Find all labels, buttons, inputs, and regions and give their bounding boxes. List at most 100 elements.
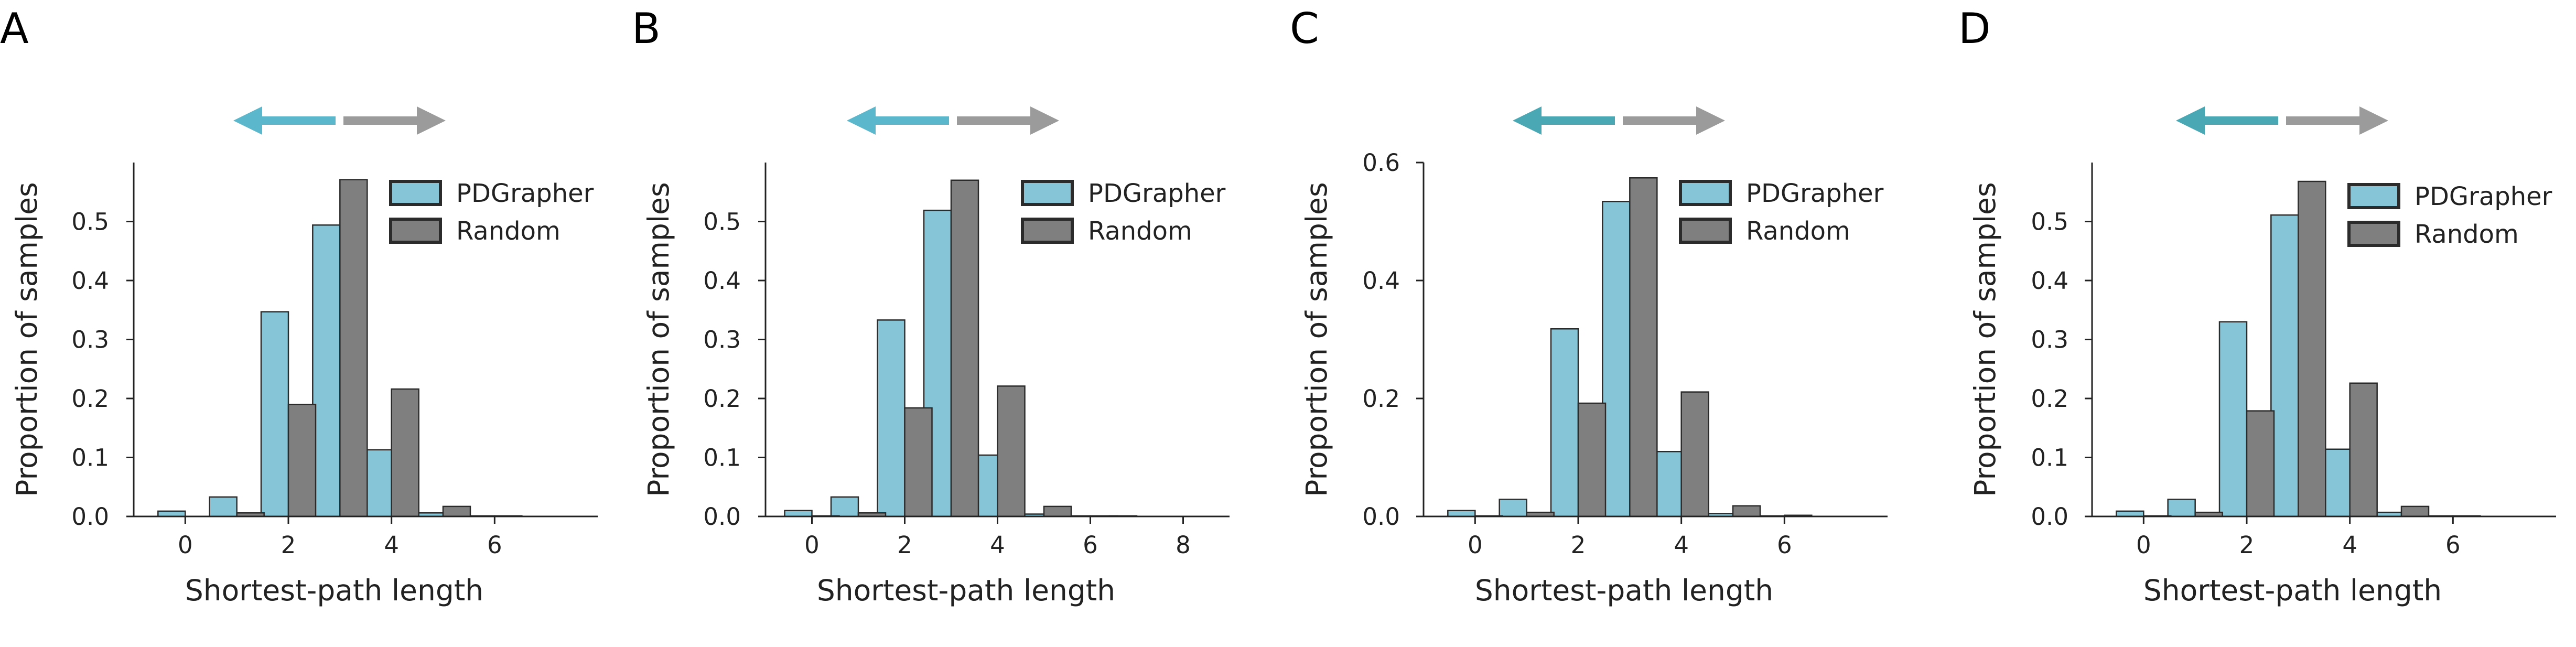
- pdgrapher-bar-2: [877, 319, 906, 517]
- panel-letter: B: [632, 4, 661, 53]
- x-axis-title: Shortest-path length: [817, 574, 1115, 607]
- random-bar-4: [1680, 391, 1709, 517]
- y-tick-label: 0.2: [71, 385, 109, 413]
- legend-swatch-random: [389, 218, 442, 244]
- pdgrapher-bar-1: [1499, 499, 1527, 517]
- pdgrapher-bar-0: [1447, 510, 1476, 517]
- y-tick-label: 0.3: [71, 326, 109, 354]
- panel-letter: C: [1290, 4, 1319, 53]
- x-tick-label: 8: [1176, 531, 1191, 559]
- right-arrow-icon: [957, 106, 1059, 135]
- legend-swatch-random: [2347, 221, 2400, 247]
- y-tick-label: 0.5: [71, 208, 109, 236]
- y-tick-label: 0.4: [1362, 267, 1400, 295]
- panel-letter: A: [0, 4, 29, 53]
- legend-swatch-pdgrapher: [1679, 180, 1732, 206]
- x-tick-label: 0: [804, 531, 820, 559]
- bars: [2116, 180, 2481, 517]
- y-tick-label: 0.3: [2031, 326, 2068, 354]
- x-tick-label: 4: [2342, 531, 2357, 559]
- random-bar-2: [2246, 410, 2275, 517]
- pdgrapher-bar-3: [312, 224, 341, 517]
- x-tick-label: 4: [990, 531, 1005, 559]
- legend-label: Random: [2415, 220, 2519, 249]
- random-bar-2: [287, 404, 317, 517]
- random-bar-5: [1043, 505, 1072, 517]
- y-tick-label: 0.0: [71, 503, 109, 531]
- y-tick-label: 0.2: [2031, 385, 2068, 413]
- random-bar-5: [442, 505, 471, 517]
- y-tick-label: 0.5: [2031, 208, 2068, 236]
- pdgrapher-bar-2: [2218, 321, 2248, 517]
- right-arrow-icon: [2286, 106, 2388, 135]
- pdgrapher-bar-4: [363, 449, 392, 517]
- y-tick-label: 0.4: [2031, 267, 2068, 295]
- pdgrapher-bar-3: [1602, 201, 1631, 517]
- x-axis-title: Shortest-path length: [1475, 574, 1773, 607]
- random-bar-5: [1732, 505, 1761, 517]
- y-axis-title: Proportion of samples: [1968, 182, 2002, 497]
- x-tick-label: 2: [897, 531, 912, 559]
- left-arrow-icon: [1513, 106, 1615, 135]
- pdgrapher-bar-2: [260, 311, 289, 517]
- legend-swatch-random: [1679, 218, 1732, 244]
- pdgrapher-bar-0: [157, 510, 186, 517]
- left-arrow-icon: [847, 106, 949, 135]
- random-bar-3: [950, 179, 979, 517]
- random-bar-3: [339, 179, 368, 517]
- left-arrow-icon: [233, 106, 336, 135]
- y-tick-label: 0.0: [1362, 503, 1400, 531]
- y-tick-label: 0.1: [2031, 444, 2068, 472]
- x-tick-label: 2: [2239, 531, 2255, 559]
- legend-label: PDGrapher: [1088, 179, 1226, 208]
- x-tick-label: 2: [1571, 531, 1586, 559]
- y-tick-label: 0.1: [71, 444, 109, 472]
- y-tick-label: 0.4: [71, 267, 109, 295]
- x-tick-label: 0: [2136, 531, 2151, 559]
- y-tick-label: 0.2: [703, 385, 741, 413]
- y-tick-label: 0.0: [2031, 503, 2068, 531]
- y-axis-title: Proportion of samples: [10, 182, 44, 497]
- x-axis-title: Shortest-path length: [185, 574, 483, 607]
- panel-letter: D: [1958, 4, 1991, 53]
- random-bar-4: [997, 385, 1026, 517]
- pdgrapher-bar-1: [2167, 499, 2196, 517]
- panel-b: B 0.0 0.1 0.2 0.3 0.4 0.5 0 2 4 6 8 Shortest-path le…: [632, 4, 1230, 607]
- x-tick-label: 6: [1083, 531, 1098, 559]
- x-tick-label: 6: [487, 531, 502, 559]
- x-tick-label: 2: [281, 531, 296, 559]
- x-tick-label: 4: [384, 531, 399, 559]
- random-bar-2: [1577, 402, 1607, 517]
- pdgrapher-bar-1: [830, 496, 859, 517]
- random-bar-3: [2298, 180, 2326, 517]
- bars: [157, 179, 523, 517]
- pdgrapher-bar-2: [1550, 328, 1579, 517]
- legend: PDGrapher Random: [1679, 179, 1884, 246]
- legend-label: Random: [1088, 217, 1192, 246]
- y-axis-title: Proportion of samples: [1300, 182, 1333, 497]
- random-bar-2: [904, 407, 933, 517]
- x-tick-label: 0: [178, 531, 193, 559]
- y-tick-label: 0.1: [703, 444, 741, 472]
- y-tick-label: 0.5: [703, 208, 741, 236]
- legend: PDGrapher Random: [389, 179, 594, 246]
- x-tick-label: 6: [2445, 531, 2461, 559]
- legend-label: Random: [1746, 217, 1850, 246]
- legend-swatch-pdgrapher: [1021, 180, 1074, 206]
- legend-swatch-pdgrapher: [389, 180, 442, 206]
- x-axis-title: Shortest-path length: [2143, 574, 2442, 607]
- random-bar-4: [391, 388, 419, 517]
- pdgrapher-bar-1: [209, 496, 238, 517]
- random-bar-5: [2400, 505, 2430, 517]
- random-bar-4: [2349, 382, 2378, 517]
- y-tick-label: 0.6: [1362, 149, 1400, 177]
- legend-label: Random: [456, 217, 561, 246]
- x-tick-label: 0: [1468, 531, 1483, 559]
- right-arrow-icon: [343, 106, 446, 135]
- pdgrapher-bar-3: [2270, 214, 2299, 517]
- y-tick-label: 0.4: [703, 267, 741, 295]
- right-arrow-icon: [1623, 106, 1725, 135]
- pdgrapher-bar-0: [2116, 510, 2144, 517]
